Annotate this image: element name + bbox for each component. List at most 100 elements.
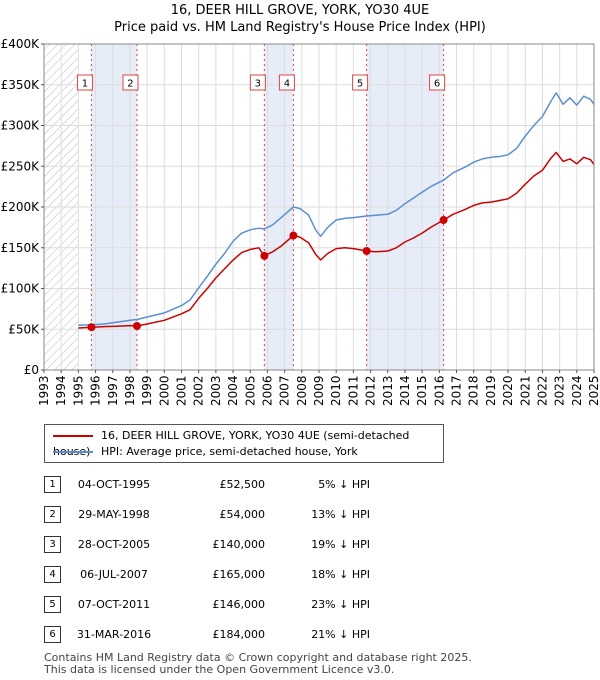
sale-price: £140,000 [212, 538, 266, 551]
sale-price: £184,000 [212, 628, 266, 641]
legend-item-hpi: HPI: Average price, semi-detached house,… [53, 444, 358, 460]
sale-label-text: 2 [127, 79, 133, 90]
sale-label-box [352, 74, 369, 91]
property-series-line [78, 151, 595, 329]
table-row: 2 29-MAY-1998 £54,000 13% ↓ HPI [0, 506, 600, 530]
x-tick-label: 1994 [54, 375, 68, 406]
sale-hpi-diff: 5% ↓ HPI [318, 478, 370, 491]
x-tick-label: 2022 [535, 375, 549, 406]
sale-label-text: 5 [357, 79, 363, 90]
sale-hpi-diff: 23% ↓ HPI [311, 598, 370, 611]
sale-date: 07-OCT-2011 [77, 598, 151, 611]
x-tick-label: 2004 [226, 375, 240, 406]
y-tick-label: £0 [24, 363, 39, 377]
x-tick-label: 2012 [364, 375, 378, 406]
x-tick-label: 2015 [415, 375, 429, 406]
sale-label-text: 1 [82, 79, 88, 90]
table-row: 6 31-MAR-2016 £184,000 21% ↓ HPI [0, 626, 600, 650]
x-tick-label: 2005 [243, 375, 257, 406]
x-tick-label: 1997 [106, 375, 120, 406]
x-tick-label: 1998 [123, 375, 137, 406]
sale-date: 31-MAR-2016 [76, 628, 152, 641]
sale-hpi-diff: 13% ↓ HPI [311, 508, 370, 521]
sale-price: £165,000 [212, 568, 266, 581]
sale-index-badge: 4 [44, 566, 61, 583]
footer-line-2: This data is licensed under the Open Gov… [44, 663, 395, 676]
table-row: 1 04-OCT-1995 £52,500 5% ↓ HPI [0, 476, 600, 500]
table-row: 4 06-JUL-2007 £165,000 18% ↓ HPI [0, 566, 600, 590]
x-tick-label: 2014 [398, 375, 412, 406]
sale-index-badge: 2 [44, 506, 61, 523]
sale-date: 28-OCT-2005 [77, 538, 151, 551]
sale-hpi-diff: 19% ↓ HPI [311, 538, 370, 551]
sale-label-box [429, 74, 446, 91]
x-tick-label: 2017 [450, 375, 464, 406]
y-tick-label: £100K [1, 282, 41, 296]
x-tick-label: 2021 [518, 375, 532, 406]
table-row: 3 28-OCT-2005 £140,000 19% ↓ HPI [0, 536, 600, 560]
sale-date: 06-JUL-2007 [80, 568, 148, 581]
sale-index-badge: 3 [44, 536, 61, 553]
copyright-footer: Contains HM Land Registry data © Crown c… [44, 652, 472, 676]
x-tick-label: 2024 [570, 375, 584, 406]
sale-point [87, 323, 96, 332]
x-tick-label: 2002 [192, 375, 206, 406]
legend-swatch-hpi [53, 451, 93, 453]
x-tick-label: 1996 [89, 375, 103, 406]
sale-index-badge: 6 [44, 626, 61, 643]
x-tick-label: 1993 [37, 375, 51, 406]
legend-item-property: 16, DEER HILL GROVE, YORK, YO30 4UE (sem… [53, 428, 443, 458]
y-tick-label: £400K [1, 37, 41, 51]
y-tick-label: £300K [1, 119, 41, 133]
sale-price: £54,000 [219, 508, 266, 521]
sale-price: £52,500 [219, 478, 266, 491]
x-tick-label: 2025 [587, 375, 600, 406]
sale-point [289, 231, 298, 240]
sale-label-text: 4 [284, 79, 290, 90]
x-tick-label: 2019 [484, 375, 498, 406]
sale-date: 04-OCT-1995 [77, 478, 151, 491]
price-chart: 1 2 3 4 5 6 £0 £50K £100K £150K £200K £250K £300K £3… [1, 37, 600, 406]
sale-label-text: 6 [434, 79, 440, 90]
sale-label-box [76, 74, 93, 91]
sale-label-box [278, 74, 295, 91]
x-tick-label: 2010 [329, 375, 343, 406]
footer-line-1: Contains HM Land Registry data © Crown c… [44, 651, 472, 664]
y-tick-label: £200K [1, 200, 41, 214]
chart-legend: 16, DEER HILL GROVE, YORK, YO30 4UE (sem… [44, 424, 444, 463]
legend-swatch-property [53, 435, 93, 437]
chart-subtitle: Price paid vs. HM Land Registry's House … [114, 20, 486, 35]
x-tick-label: 2008 [295, 375, 309, 406]
x-tick-label: 2001 [175, 375, 189, 406]
x-tick-label: 2013 [381, 375, 395, 406]
table-row: 5 07-OCT-2011 £146,000 23% ↓ HPI [0, 596, 600, 620]
x-tick-label: 2009 [312, 375, 326, 406]
x-tick-label: 1995 [71, 375, 85, 406]
sale-hpi-diff: 21% ↓ HPI [311, 628, 370, 641]
y-tick-label: £350K [1, 78, 41, 92]
sale-price: £146,000 [212, 598, 266, 611]
x-tick-label: 2011 [346, 375, 360, 406]
chart-title: 16, DEER HILL GROVE, YORK, YO30 4UE [170, 3, 430, 18]
sale-label-box [122, 74, 139, 91]
x-tick-label: 2000 [157, 375, 171, 406]
x-tick-label: 2003 [209, 375, 223, 406]
x-tick-label: 2016 [432, 375, 446, 406]
x-tick-label: 2007 [278, 375, 292, 406]
sale-date: 29-MAY-1998 [78, 508, 150, 521]
y-tick-label: £50K [8, 322, 40, 336]
y-tick-label: £250K [1, 159, 41, 173]
x-tick-label: 1999 [140, 375, 154, 406]
sale-point [132, 321, 141, 330]
x-tick-label: 2006 [260, 375, 274, 406]
sale-point [439, 216, 448, 225]
sale-point [362, 247, 371, 256]
sale-index-badge: 1 [44, 476, 61, 493]
sale-point [260, 251, 269, 260]
x-tick-label: 2020 [501, 375, 515, 406]
legend-label-hpi: HPI: Average price, semi-detached house,… [101, 445, 358, 458]
x-tick-label: 2018 [467, 375, 481, 406]
sale-label-text: 3 [255, 79, 261, 90]
x-tick-label: 2023 [553, 375, 567, 406]
sale-label-box [249, 74, 266, 91]
